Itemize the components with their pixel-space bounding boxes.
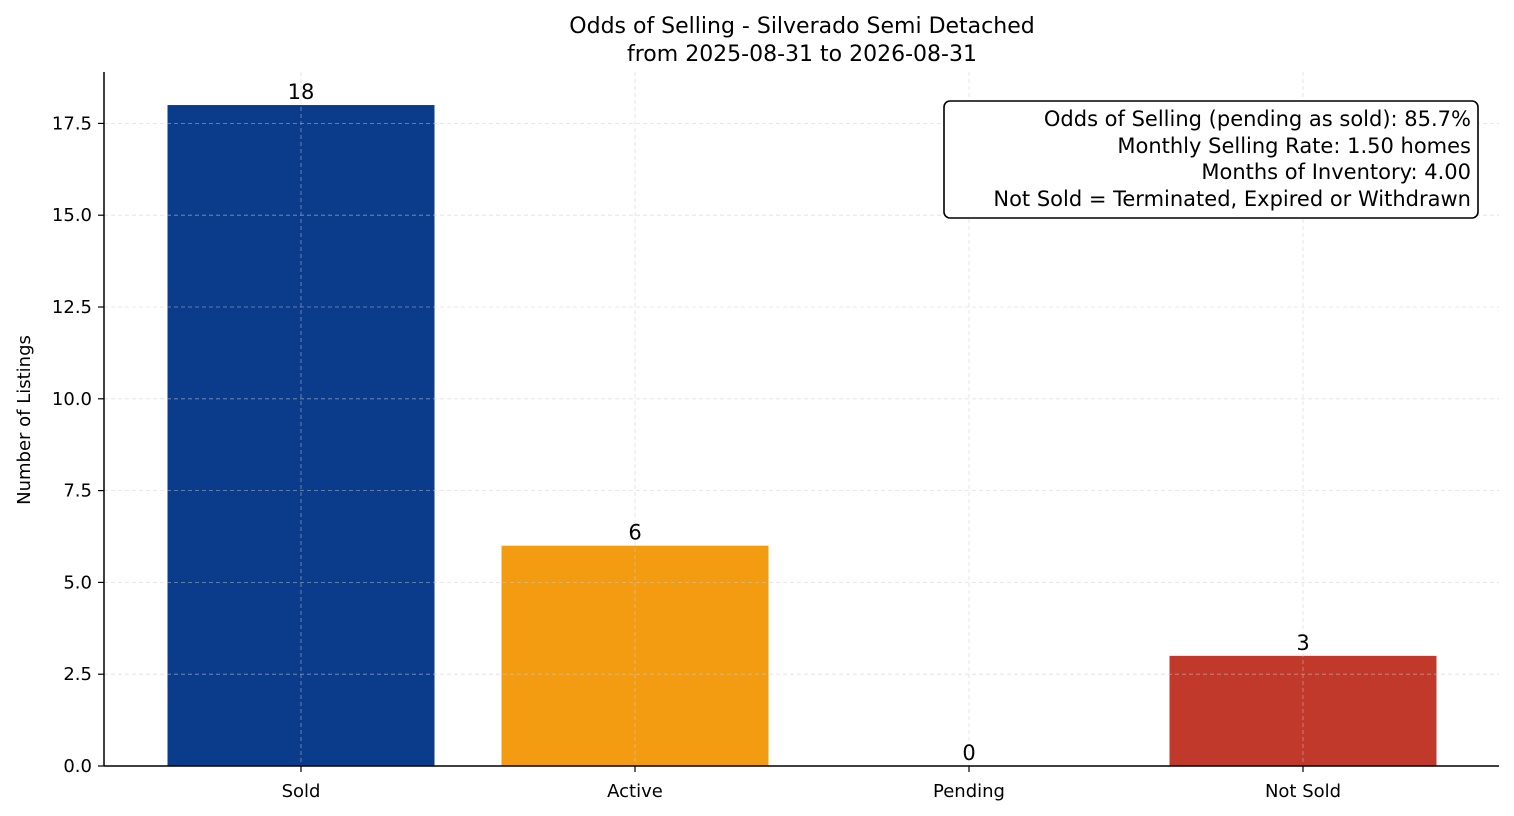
data-labels: 18 6 0 3: [288, 80, 1310, 765]
bar-sold: [167, 105, 435, 767]
info-line-not-sold-note: Not Sold = Terminated, Expired or Withdr…: [993, 187, 1471, 211]
y-tick-label: 15.0: [52, 205, 92, 226]
info-line-odds: Odds of Selling (pending as sold): 85.7%: [1044, 107, 1471, 131]
y-tick-label: 5.0: [63, 572, 92, 593]
y-tick-label: 0.0: [63, 756, 92, 777]
y-tick-label: 7.5: [63, 481, 92, 502]
x-tick-label: Active: [607, 781, 663, 802]
info-box-frame: [943, 100, 1479, 219]
data-label: 0: [962, 741, 975, 765]
data-label: 18: [288, 80, 315, 104]
y-axis-ticks: 0.0 2.5 5.0 7.5 10.0 12.5 15.0 17.5: [52, 113, 104, 777]
info-line-inventory: Months of Inventory: 4.00: [1201, 160, 1471, 184]
y-tick-label: 2.5: [63, 664, 92, 685]
y-axis-label: Number of Listings: [14, 335, 35, 505]
x-tick-label: Sold: [282, 781, 321, 802]
y-tick-label: 10.0: [52, 389, 92, 410]
info-box: Odds of Selling (pending as sold): 85.7%…: [943, 100, 1479, 219]
x-tick-label: Pending: [933, 781, 1005, 802]
y-tick-label: 12.5: [52, 297, 92, 318]
data-label: 3: [1296, 631, 1309, 655]
y-tick-label: 17.5: [52, 113, 92, 134]
info-line-selling-rate: Monthly Selling Rate: 1.50 homes: [1117, 134, 1471, 158]
data-label: 6: [628, 521, 641, 545]
x-axis-ticks: Sold Active Pending Not Sold: [282, 766, 1341, 802]
chart-title: Odds of Selling - Silverado Semi Detache…: [569, 14, 1034, 39]
x-tick-label: Not Sold: [1265, 781, 1341, 802]
chart-subtitle: from 2025-08-31 to 2026-08-31: [627, 42, 977, 67]
